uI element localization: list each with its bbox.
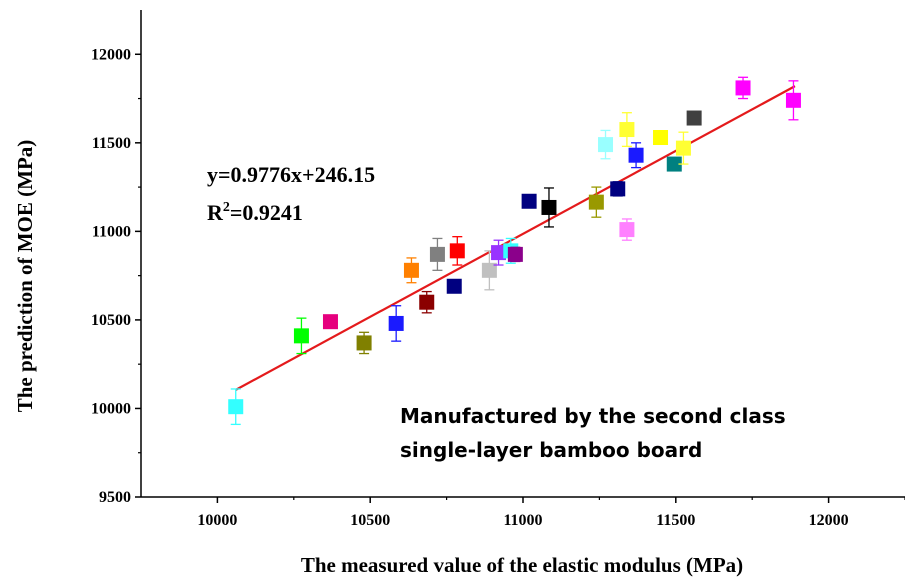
point-marker — [588, 194, 604, 210]
y-tick-label: 12000 — [91, 46, 131, 63]
x-axis-title: The measured value of the elastic modulu… — [301, 553, 743, 577]
r-squared-superscript: 2 — [223, 200, 230, 215]
axes: 9500 10000 10500 11000 11500 12000 10000 10500 1… — [91, 10, 905, 529]
x-tick-label: 10000 — [197, 512, 237, 529]
point-marker — [785, 92, 801, 108]
note-line-1: Manufactured by the second class — [400, 404, 786, 428]
point-marker — [322, 314, 338, 330]
regression-equation: y=0.9776x+246.15 — [207, 162, 375, 187]
point-marker — [481, 262, 497, 278]
data-point — [610, 181, 626, 197]
data-point — [446, 278, 462, 294]
r-squared-prefix: R — [207, 200, 224, 225]
point-marker — [388, 315, 404, 331]
data-point — [588, 186, 604, 218]
y-tick-label: 11500 — [92, 135, 131, 152]
point-marker — [507, 246, 523, 262]
note-line-2: single-layer bamboo board — [400, 438, 702, 462]
data-point — [598, 129, 614, 160]
data-point — [628, 142, 644, 169]
data-point — [521, 193, 537, 209]
x-tick-label: 10500 — [350, 512, 390, 529]
y-tick-label: 11000 — [92, 223, 131, 240]
y-tick-label: 10000 — [91, 400, 131, 417]
point-marker — [293, 328, 309, 344]
point-marker — [686, 110, 702, 126]
data-point — [322, 314, 338, 330]
data-point — [735, 76, 751, 100]
x-tick-label: 12000 — [809, 512, 849, 529]
point-marker — [446, 278, 462, 294]
data-point — [228, 388, 244, 426]
point-marker — [619, 222, 635, 238]
y-axis-title: The prediction of MOE (MPa) — [13, 140, 37, 413]
data-point — [619, 112, 635, 148]
point-marker — [653, 130, 669, 146]
point-marker — [449, 243, 465, 259]
r-squared-label: R2=0.9241 — [207, 200, 303, 225]
point-marker — [675, 140, 691, 156]
data-point — [429, 237, 445, 271]
data-point — [785, 80, 801, 121]
data-point — [449, 236, 465, 266]
x-tick-label: 11000 — [503, 512, 542, 529]
point-marker — [610, 181, 626, 197]
data-point — [356, 331, 372, 355]
point-marker — [419, 294, 435, 310]
data-point — [653, 130, 669, 146]
data-point — [619, 218, 635, 241]
point-marker — [521, 193, 537, 209]
data-point — [675, 131, 691, 165]
y-tick-label: 10500 — [91, 312, 131, 329]
point-marker — [429, 246, 445, 262]
data-point — [293, 317, 309, 355]
data-point — [686, 110, 702, 126]
data-point — [541, 187, 557, 228]
data-point — [403, 257, 419, 284]
point-marker — [228, 399, 244, 415]
point-marker — [735, 80, 751, 96]
point-marker — [628, 147, 644, 163]
point-marker — [619, 122, 635, 138]
data-point — [507, 246, 523, 263]
point-marker — [598, 137, 614, 153]
point-marker — [541, 199, 557, 215]
x-tick-label: 11500 — [656, 512, 695, 529]
point-marker — [403, 262, 419, 278]
data-points — [228, 76, 801, 426]
data-point — [419, 290, 435, 314]
point-marker — [356, 335, 372, 351]
data-point — [388, 305, 404, 342]
y-tick-label: 9500 — [99, 489, 131, 506]
r-squared-value: =0.9241 — [230, 200, 303, 225]
